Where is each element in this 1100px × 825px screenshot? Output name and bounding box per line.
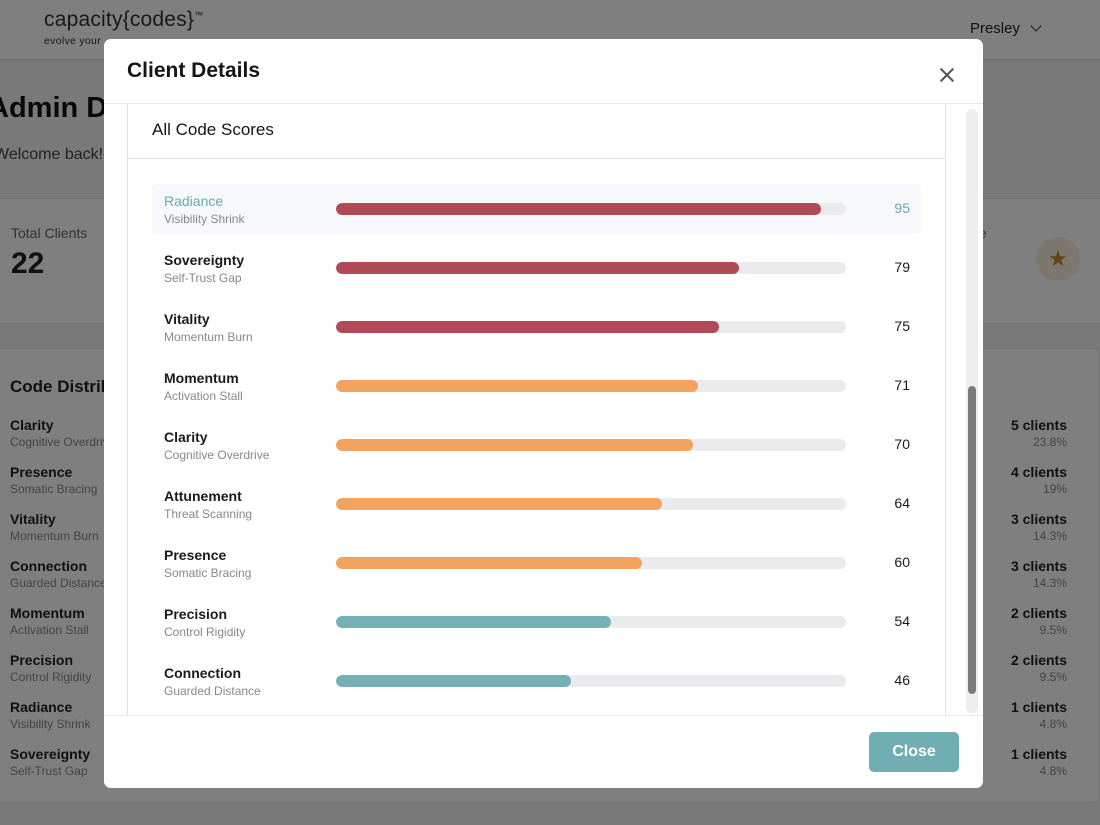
score-bar-fill: [336, 380, 699, 392]
code-subtitle: Cognitive Overdrive: [164, 448, 270, 462]
scrollbar-thumb[interactable]: [968, 386, 976, 694]
code-name: Vitality: [164, 311, 210, 327]
score-bar-fill: [336, 557, 642, 569]
score-bar-fill: [336, 616, 612, 628]
score-bar-fill: [336, 321, 719, 333]
code-subtitle: Control Rigidity: [164, 625, 246, 639]
score-bar-fill: [336, 675, 571, 687]
code-subtitle: Somatic Bracing: [164, 566, 252, 580]
score-value: 70: [894, 436, 910, 452]
code-name: Connection: [164, 665, 241, 681]
code-subtitle: Momentum Burn: [164, 330, 253, 344]
code-subtitle: Activation Stall: [164, 389, 243, 403]
code-name: Attunement: [164, 488, 242, 504]
score-bar-track: [336, 498, 846, 510]
code-subtitle: Threat Scanning: [164, 507, 253, 521]
score-bar-track: [336, 321, 846, 333]
score-value: 79: [894, 259, 910, 275]
score-bar-fill: [336, 203, 821, 215]
modal-scrollbar[interactable]: [966, 109, 978, 713]
code-scores-card: All Code Scores Radiance Visibility Shrin…: [127, 104, 946, 715]
score-value: 95: [894, 200, 910, 216]
modal-header: Client Details: [104, 39, 983, 104]
modal-body[interactable]: All Code Scores Radiance Visibility Shrin…: [104, 104, 983, 715]
score-row[interactable]: Precision Control Rigidity 54: [152, 597, 921, 647]
score-bar-fill: [336, 262, 739, 274]
score-row[interactable]: Connection Guarded Distance 46: [152, 656, 921, 706]
score-row[interactable]: Vitality Momentum Burn 75: [152, 302, 921, 352]
client-details-modal: Client Details All Code Scores Radiance V…: [104, 39, 983, 788]
code-name: Sovereignty: [164, 252, 245, 268]
score-value: 75: [894, 318, 910, 334]
code-name: Clarity: [164, 429, 208, 445]
close-icon[interactable]: [935, 63, 959, 87]
code-name: Radiance: [164, 193, 224, 209]
close-button[interactable]: Close: [869, 732, 959, 772]
score-bar-track: [336, 557, 846, 569]
score-row[interactable]: Radiance Visibility Shrink 95: [152, 184, 921, 234]
code-name: Presence: [164, 547, 227, 563]
scores-header: All Code Scores: [128, 104, 945, 159]
score-value: 46: [894, 672, 910, 688]
score-row[interactable]: Sovereignty Self-Trust Gap 79: [152, 243, 921, 293]
score-value: 71: [894, 377, 910, 393]
score-bar-fill: [336, 498, 663, 510]
score-value: 54: [894, 613, 910, 629]
score-bar-track: [336, 262, 846, 274]
code-subtitle: Guarded Distance: [164, 684, 261, 698]
section-title: All Code Scores: [152, 120, 274, 139]
score-value: 64: [894, 495, 910, 511]
score-row[interactable]: Presence Somatic Bracing 60: [152, 538, 921, 588]
modal-footer: Close: [104, 715, 983, 788]
score-row[interactable]: Attunement Threat Scanning 64: [152, 479, 921, 529]
score-bar-track: [336, 675, 846, 687]
modal-title: Client Details: [127, 59, 261, 82]
code-subtitle: Visibility Shrink: [164, 212, 245, 226]
code-name: Momentum: [164, 370, 239, 386]
score-value: 60: [894, 554, 910, 570]
score-bar-track: [336, 616, 846, 628]
score-bar-track: [336, 439, 846, 451]
score-row[interactable]: Clarity Cognitive Overdrive 70: [152, 420, 921, 470]
code-subtitle: Self-Trust Gap: [164, 271, 242, 285]
score-row[interactable]: Momentum Activation Stall 71: [152, 361, 921, 411]
score-bar-track: [336, 203, 846, 215]
score-bar-fill: [336, 439, 693, 451]
score-bar-track: [336, 380, 846, 392]
code-name: Precision: [164, 606, 228, 622]
